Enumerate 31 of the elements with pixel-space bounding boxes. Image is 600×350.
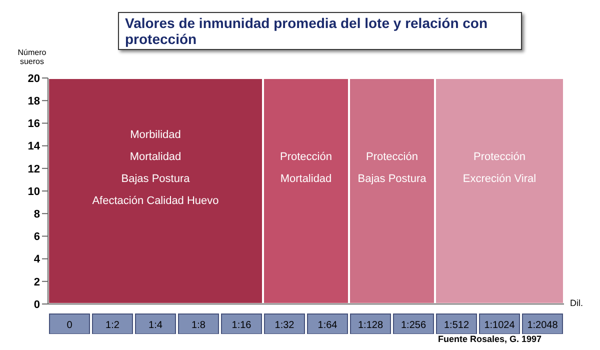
chart-title: Valores de inmunidad promedia del lote y relación con protección [118, 12, 522, 50]
x-tick-label: 1:2 [106, 320, 120, 331]
y-tick-label: 12 [28, 163, 40, 176]
x-tick-label: 1:128 [358, 320, 384, 331]
source-note: Fuente Rosales, G. 1997 [438, 334, 542, 344]
x-tick-label: 1:8 [192, 320, 206, 331]
x-tick-label: 1:256 [400, 320, 426, 331]
band-label: Protección Bajas Postura [358, 151, 428, 185]
y-tick-label: 20 [28, 72, 40, 85]
y-tick-label: 4 [34, 254, 41, 266]
band-label: Morbilidad Mortalidad Bajas Postura Afectación Calidad Huevo [92, 129, 219, 207]
x-tick-label: 1:1024 [484, 320, 516, 331]
x-tick-label: 0 [66, 320, 73, 331]
x-tick-label: 1:4 [148, 320, 163, 331]
y-tick-label: 14 [28, 140, 41, 153]
y-tick-label: 18 [28, 96, 40, 108]
x-axis-title: Dil. [570, 298, 583, 308]
x-tick-label: 1:32 [274, 320, 295, 331]
y-tick-label: 2 [34, 276, 40, 288]
y-tick-label: 8 [34, 208, 40, 221]
y-tick-label: 16 [28, 118, 40, 130]
band-label: Protección Excreción Viral [462, 151, 536, 185]
y-tick-label: 10 [28, 186, 40, 198]
x-tick-label: 1:16 [232, 320, 252, 331]
y-tick-label: 6 [34, 231, 40, 244]
band-label: Protección Mortalidad [280, 151, 332, 185]
x-tick-label: 1:64 [318, 320, 338, 331]
x-tick-label: 1:512 [444, 320, 470, 331]
y-axis-title: Número sueros [16, 48, 48, 66]
x-tick-label: 1:2048 [527, 320, 558, 331]
y-tick-label: 0 [34, 298, 40, 311]
